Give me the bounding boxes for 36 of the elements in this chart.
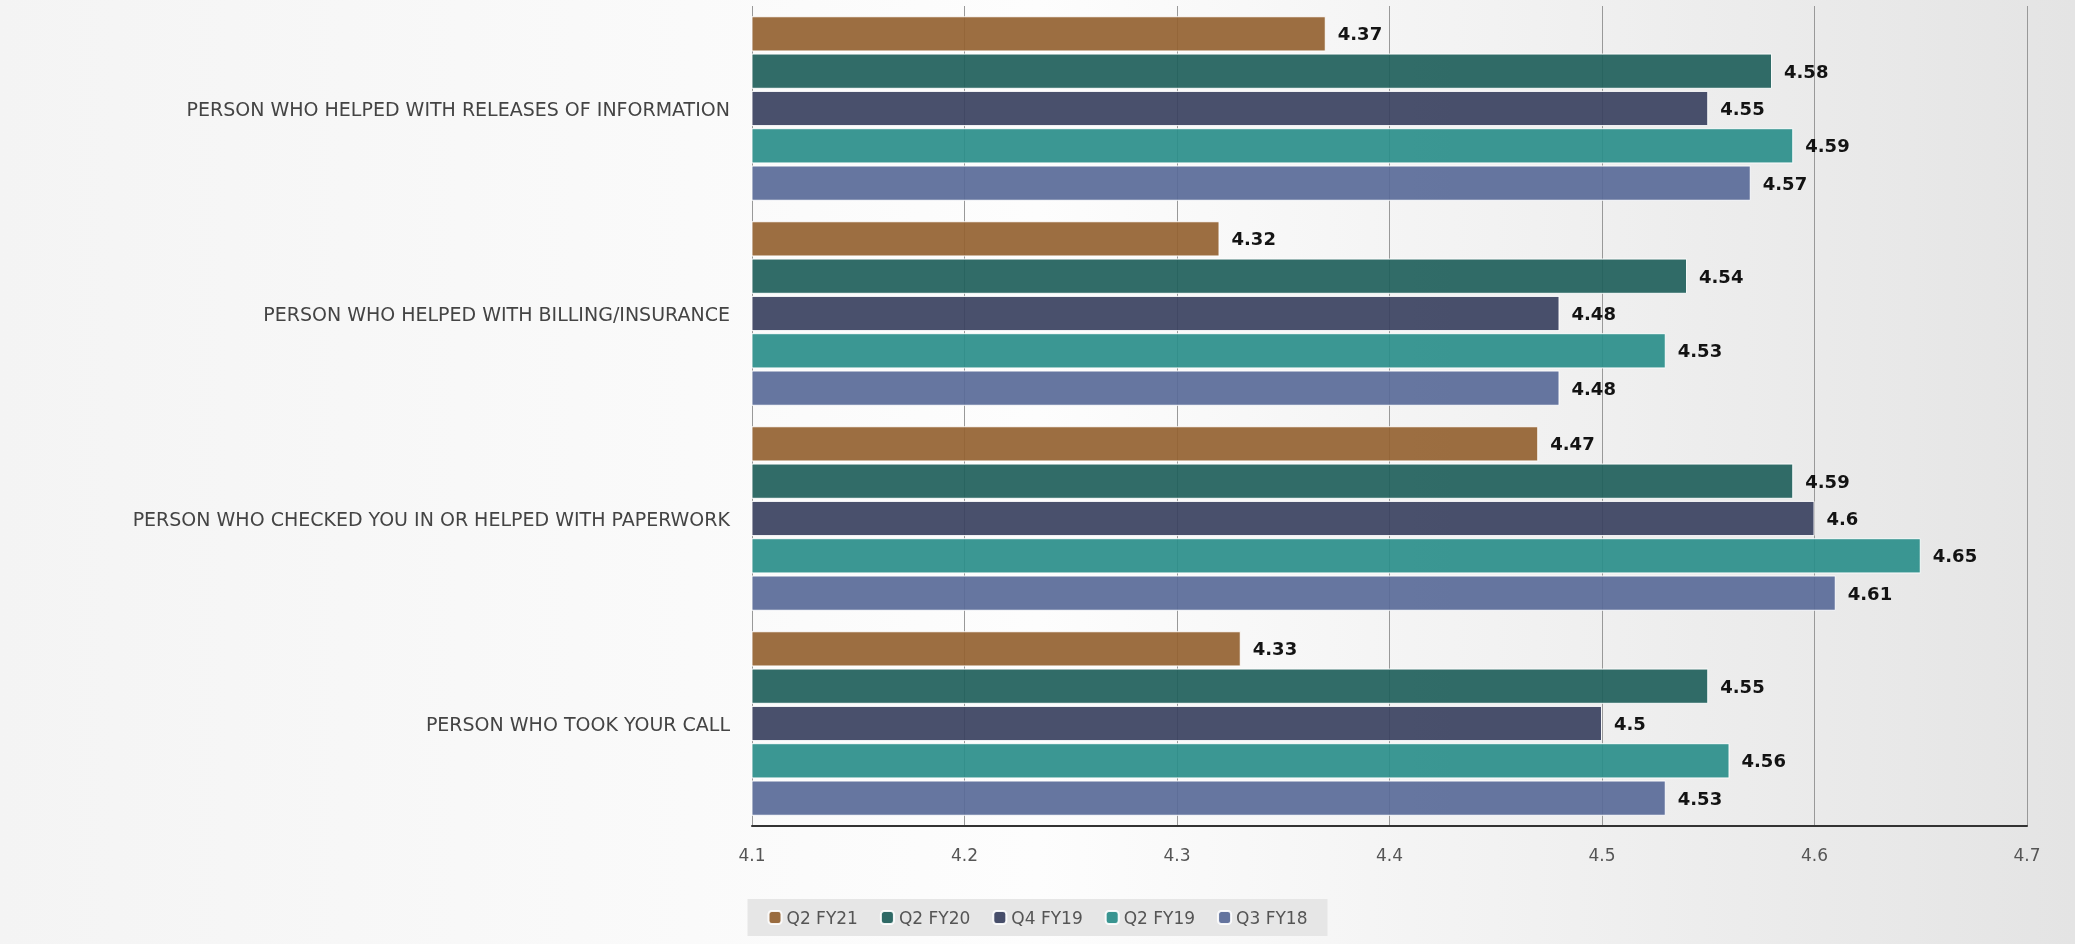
legend-label: Q2 FY19 — [1123, 907, 1196, 928]
x-tick-label: 4.1 — [738, 844, 766, 865]
legend-label: Q2 FY21 — [786, 907, 858, 928]
x-tick-label: 4.4 — [1375, 844, 1404, 865]
data-label: 4.61 — [1847, 582, 1893, 604]
y-tick-label: PERSON WHO TOOK YOUR CALL — [425, 712, 731, 735]
data-label: 4.53 — [1677, 340, 1723, 362]
legend-label: Q4 FY19 — [1011, 907, 1083, 928]
data-label: 4.47 — [1550, 433, 1595, 455]
data-label: 4.33 — [1252, 638, 1298, 660]
data-label: 4.56 — [1741, 750, 1786, 772]
data-label: 4.37 — [1337, 23, 1383, 45]
x-tick-label: 4.6 — [1800, 844, 1829, 865]
data-label: 4.48 — [1571, 303, 1616, 324]
legend-label: Q3 FY18 — [1236, 907, 1308, 928]
data-label: 4.55 — [1720, 675, 1765, 697]
y-tick-label: PERSON WHO HELPED WITH BILLING/INSURANCE — [263, 302, 730, 325]
data-label: 4.59 — [1805, 135, 1850, 157]
y-tick-label: PERSON WHO CHECKED YOU IN OR HELPED WITH PAPERWORK — [132, 507, 731, 530]
y-tick-label: PERSON WHO HELPED WITH RELEASES OF INFORMATION — [186, 97, 730, 120]
data-label: 4.58 — [1784, 60, 1829, 82]
data-label: 4.5 — [1614, 713, 1646, 734]
data-label: 4.48 — [1571, 377, 1616, 399]
legend-label: Q2 FY20 — [898, 907, 971, 928]
x-tick-label: 4.3 — [1163, 844, 1191, 865]
x-tick-label: 4.2 — [950, 844, 979, 865]
data-label: 4.59 — [1805, 470, 1850, 492]
data-label: 4.54 — [1699, 265, 1744, 287]
x-tick-label: 4.7 — [2013, 844, 2041, 865]
data-label: 4.6 — [1826, 508, 1859, 529]
data-label: 4.65 — [1932, 545, 1978, 567]
data-label: 4.57 — [1762, 172, 1808, 194]
data-label: 4.53 — [1677, 787, 1723, 809]
data-label: 4.55 — [1720, 98, 1765, 119]
data-label: 4.32 — [1231, 228, 1276, 250]
x-tick-label: 4.5 — [1588, 844, 1616, 865]
